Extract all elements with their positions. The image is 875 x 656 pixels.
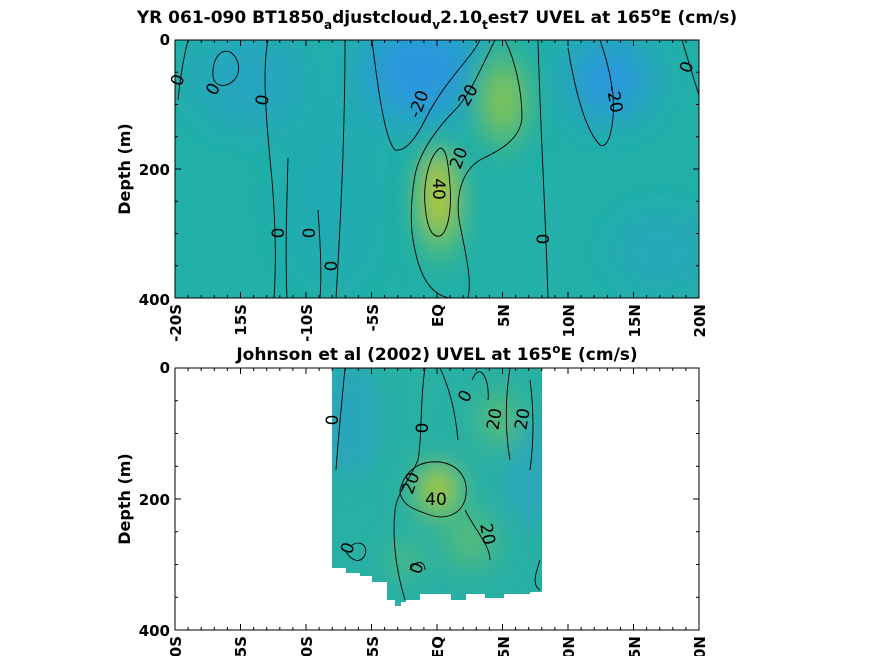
bottom-title: Johnson et al (2002) UVEL at 165oE (cm/s… bbox=[235, 342, 637, 365]
top-xtick-label: 20N bbox=[691, 304, 709, 337]
contour-label: 0 bbox=[413, 423, 433, 434]
bottom-ytick-0: 0 bbox=[160, 359, 170, 377]
top-ylabel: Depth (m) bbox=[115, 123, 134, 215]
bottom-xtick-label: 10N bbox=[560, 636, 578, 656]
contour-label: 0 bbox=[534, 234, 554, 245]
bottom-ytick-200: 200 bbox=[139, 491, 170, 509]
contour-label: 0 bbox=[322, 261, 342, 272]
bottom-ticks bbox=[174, 367, 700, 631]
top-ytick-0: 0 bbox=[160, 31, 170, 49]
top-ticks bbox=[174, 39, 700, 299]
top-contours bbox=[177, 40, 699, 298]
bottom-xtick-label: EQ bbox=[429, 636, 447, 656]
bottom-xtick-label: -5S bbox=[364, 636, 382, 656]
top-xtick-label: -10S bbox=[298, 304, 316, 342]
contour-label: 20 bbox=[511, 407, 534, 432]
contour-label: 20 bbox=[475, 522, 498, 547]
top-xtick-label: 15N bbox=[626, 304, 644, 337]
top-xtick-label: EQ bbox=[429, 304, 447, 327]
top-xticklabels: -20S 15S -10S -5S EQ 5N 10N 15N 20N bbox=[167, 304, 709, 342]
top-ytick-400: 400 bbox=[139, 291, 170, 309]
top-xtick-label: 5N bbox=[495, 304, 513, 327]
bottom-ylabel: Depth (m) bbox=[115, 453, 134, 545]
top-xtick-label: -5S bbox=[364, 304, 382, 331]
top-xtick-label: 10N bbox=[560, 304, 578, 337]
bottom-xtick-label: 15S bbox=[232, 636, 250, 656]
contour-label: 0 bbox=[252, 93, 274, 107]
top-title: YR 061-090 BT1850adjustcloudv2.10test7 U… bbox=[136, 5, 737, 32]
top-xtick-label: -20S bbox=[167, 304, 185, 342]
contour-label: 0 bbox=[300, 228, 320, 239]
contour-label: -20 bbox=[602, 84, 627, 115]
bottom-xticklabels: -20S 15S -10S -5S EQ 5N 10N 15N 20N bbox=[167, 636, 709, 656]
bottom-contours bbox=[335, 368, 541, 601]
bottom-xtick-label: 15N bbox=[626, 636, 644, 656]
bottom-panel: Johnson et al (2002) UVEL at 165oE (cm/s… bbox=[115, 342, 709, 656]
contour-label: 40 bbox=[425, 490, 447, 510]
contour-label: 0 bbox=[269, 228, 289, 239]
top-xtick-label: 15S bbox=[232, 304, 250, 336]
contour-label: 40 bbox=[428, 178, 448, 200]
bottom-xtick-label: -20S bbox=[167, 636, 185, 656]
contour-label: 0 bbox=[323, 415, 343, 426]
bottom-xtick-label: -10S bbox=[298, 636, 316, 656]
bottom-xtick-label: 5N bbox=[495, 636, 513, 656]
bottom-heatmap bbox=[332, 368, 542, 606]
bottom-xtick-label: 20N bbox=[691, 636, 709, 656]
top-ytick-200: 200 bbox=[139, 161, 170, 179]
bottom-ytick-400: 400 bbox=[139, 622, 170, 640]
top-panel: YR 061-090 BT1850adjustcloudv2.10test7 U… bbox=[115, 5, 737, 342]
contour-label: 20 bbox=[483, 407, 506, 432]
